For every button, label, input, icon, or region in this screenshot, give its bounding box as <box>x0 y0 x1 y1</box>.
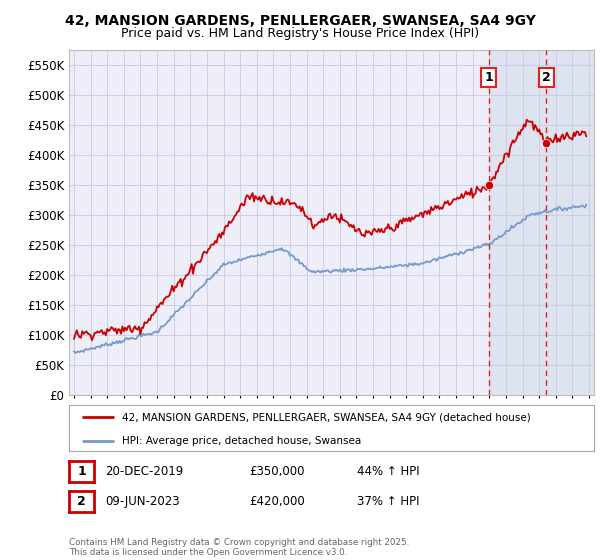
Bar <box>547 50 594 395</box>
Text: 2: 2 <box>542 71 551 84</box>
Text: 09-JUN-2023: 09-JUN-2023 <box>105 494 179 508</box>
Text: £420,000: £420,000 <box>249 494 305 508</box>
Text: £350,000: £350,000 <box>249 465 305 478</box>
Text: 37% ↑ HPI: 37% ↑ HPI <box>357 494 419 508</box>
Text: 42, MANSION GARDENS, PENLLERGAER, SWANSEA, SA4 9GY: 42, MANSION GARDENS, PENLLERGAER, SWANSE… <box>65 14 535 28</box>
Text: Contains HM Land Registry data © Crown copyright and database right 2025.
This d: Contains HM Land Registry data © Crown c… <box>69 538 409 557</box>
Text: 1: 1 <box>484 71 493 84</box>
Text: HPI: Average price, detached house, Swansea: HPI: Average price, detached house, Swan… <box>121 436 361 446</box>
Text: 42, MANSION GARDENS, PENLLERGAER, SWANSEA, SA4 9GY (detached house): 42, MANSION GARDENS, PENLLERGAER, SWANSE… <box>121 412 530 422</box>
Text: Price paid vs. HM Land Registry's House Price Index (HPI): Price paid vs. HM Land Registry's House … <box>121 27 479 40</box>
Text: 2: 2 <box>77 494 86 508</box>
Bar <box>489 50 594 395</box>
Text: 44% ↑ HPI: 44% ↑ HPI <box>357 465 419 478</box>
Text: 20-DEC-2019: 20-DEC-2019 <box>105 465 183 478</box>
Text: 1: 1 <box>77 465 86 478</box>
